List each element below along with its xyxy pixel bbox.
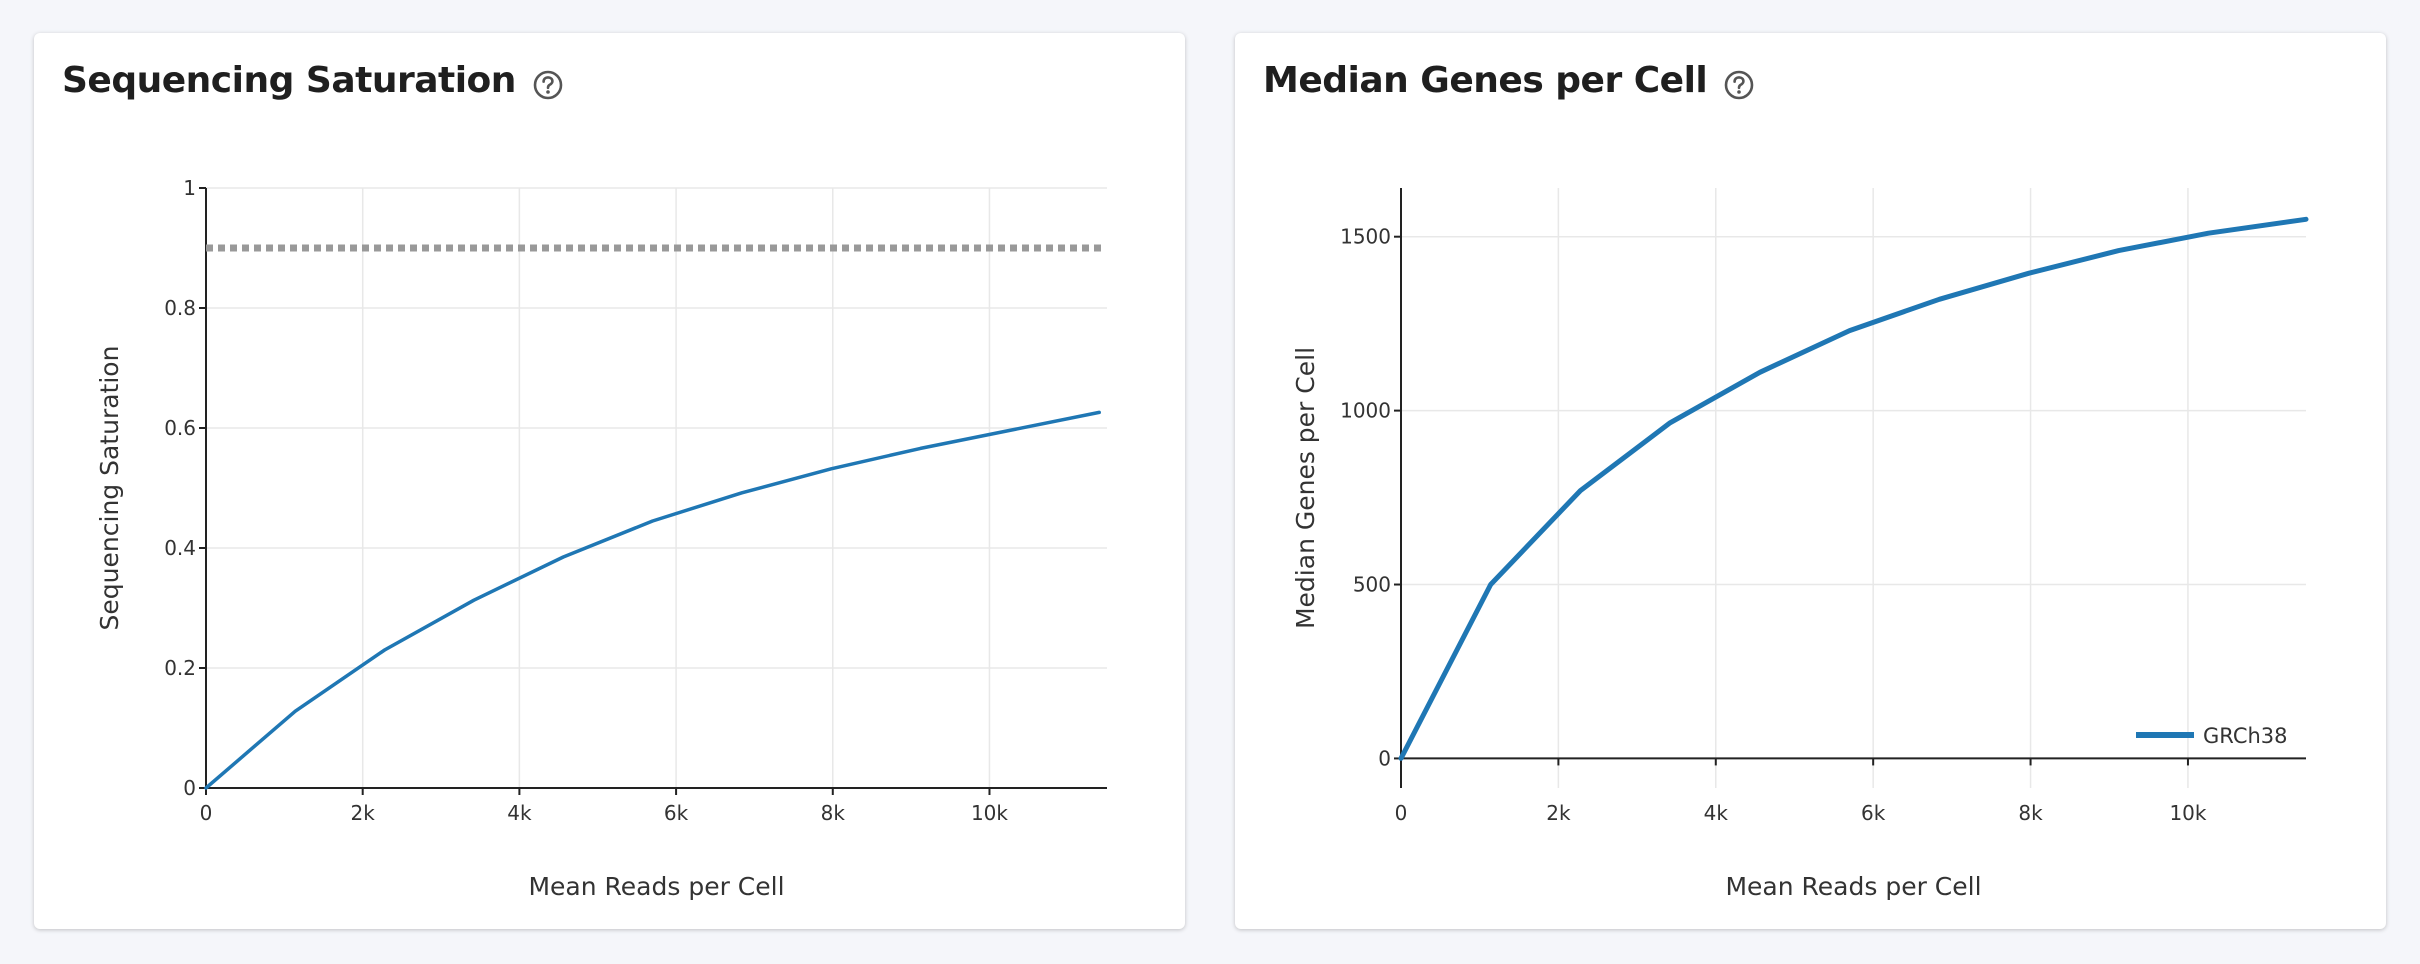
y-tick-label: 0.4: [164, 536, 196, 560]
x-tick-label: 0: [1395, 801, 1408, 825]
x-tick-label: 0: [200, 801, 213, 825]
sequencing-saturation-chart: 0 2k 4k 6k 8k 10k 0 0.2 0.4 0.6 0.8 1 Mean Reads per…: [95, 176, 1107, 901]
y-tick-label: 0.2: [164, 656, 196, 680]
sequencing-saturation-card: Sequencing Saturation 0 2k 4k 6k 8k 10k 0 0.2 0.…: [34, 33, 1185, 929]
y-tick-label: 0: [183, 776, 196, 800]
x-tick-label: 8k: [821, 801, 846, 825]
x-tick-label: 10k: [971, 801, 1008, 825]
x-tick-label: 6k: [1861, 801, 1886, 825]
legend-label: GRCh38: [2203, 724, 2288, 748]
median-genes-card: Median Genes per Cell 0 2k 4k 6k 8k 10k 0 500 10…: [1235, 33, 2386, 929]
x-tick-label: 2k: [351, 801, 376, 825]
x-axis-title: Mean Reads per Cell: [1725, 872, 1981, 901]
card-header: Sequencing Saturation: [62, 59, 564, 101]
median-genes-chart: 0 2k 4k 6k 8k 10k 0 500 1000 1500 Mean Reads per C…: [1291, 188, 2309, 901]
y-tick-label: 500: [1353, 573, 1391, 597]
series-line: [1398, 216, 2309, 761]
y-axis-title: Sequencing Saturation: [95, 346, 124, 631]
y-axis-title: Median Genes per Cell: [1291, 347, 1320, 629]
x-tick-label: 10k: [2169, 801, 2206, 825]
question-circle-icon[interactable]: [532, 69, 564, 101]
series-line: [204, 410, 1101, 790]
x-tick-label: 6k: [664, 801, 689, 825]
y-tick-label: 0: [1378, 746, 1391, 770]
y-tick-label: 0.8: [164, 296, 196, 320]
card-title: Sequencing Saturation: [62, 59, 516, 101]
card-title: Median Genes per Cell: [1263, 59, 1708, 101]
y-tick-label: 0.6: [164, 416, 196, 440]
y-tick-label: 1500: [1340, 225, 1391, 249]
x-tick-label: 2k: [1546, 801, 1571, 825]
question-circle-icon[interactable]: [1723, 69, 1755, 101]
card-header: Median Genes per Cell: [1263, 59, 1755, 101]
y-tick-label: 1000: [1340, 399, 1391, 423]
x-tick-label: 8k: [2018, 801, 2043, 825]
x-tick-label: 4k: [507, 801, 532, 825]
x-axis-title: Mean Reads per Cell: [528, 872, 784, 901]
y-tick-label: 1: [183, 176, 196, 200]
x-tick-label: 4k: [1704, 801, 1729, 825]
